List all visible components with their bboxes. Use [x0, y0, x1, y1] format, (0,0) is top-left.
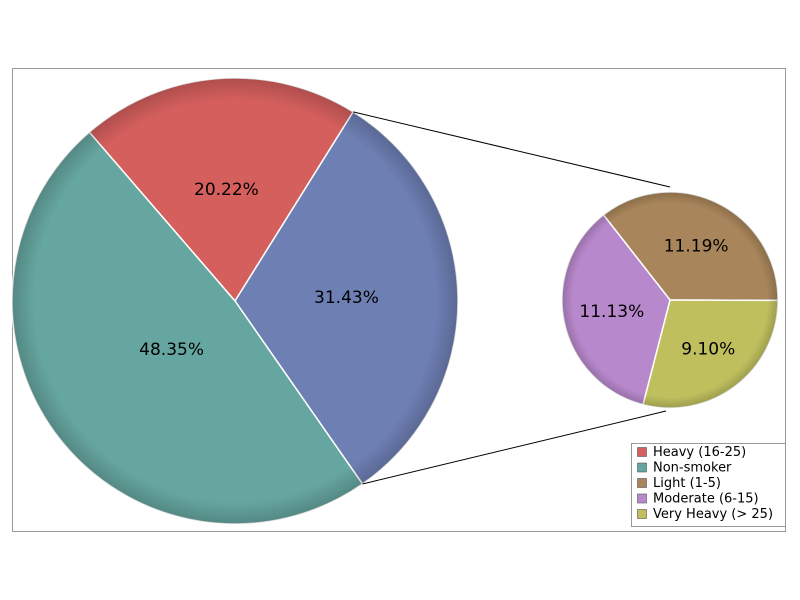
legend-entry: Non-smoker	[653, 461, 732, 476]
secondary-data-label: 9.10%	[681, 340, 735, 360]
secondary-data-label: 11.13%	[579, 302, 644, 322]
legend-entry: Light (1-5)	[653, 476, 721, 491]
main-data-label: 31.43%	[314, 288, 379, 308]
connector-lines	[353, 111, 671, 485]
legend-entry: Moderate (6-15)	[653, 492, 759, 507]
legend-box	[631, 443, 786, 527]
main-pie	[11, 77, 459, 525]
legend-entry: Heavy (16-25)	[653, 445, 746, 460]
legend-swatch	[637, 447, 647, 457]
legend-swatch	[637, 509, 647, 519]
connector-line-top	[353, 111, 671, 188]
main-data-label: 48.35%	[139, 340, 204, 360]
legend-swatch	[637, 462, 647, 473]
secondary-pie	[561, 191, 779, 409]
legend-entry: Very Heavy (> 25)	[653, 507, 773, 522]
legend-swatch	[637, 478, 647, 488]
secondary-data-label: 11.19%	[664, 237, 729, 257]
data-labels: 20.22% 31.43% 48.35% 11.19% 9.10% 11.13%	[139, 180, 735, 360]
main-data-label: 20.22%	[194, 180, 259, 200]
connector-line-bottom	[362, 410, 667, 485]
legend-swatch	[637, 493, 647, 504]
